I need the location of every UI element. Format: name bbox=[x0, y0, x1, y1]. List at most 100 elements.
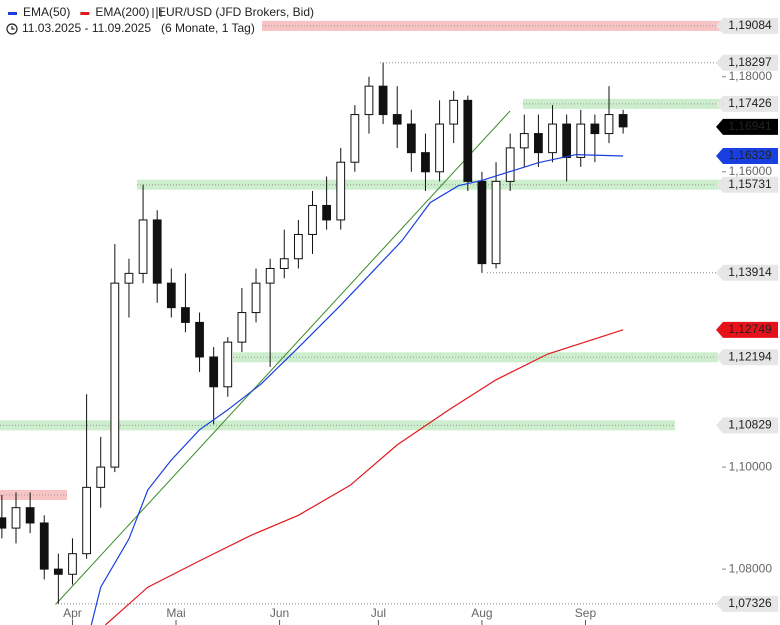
candle-body bbox=[138, 219, 148, 274]
price-tag-label: 1,17426 bbox=[728, 96, 772, 110]
price-tag-label: 1,19084 bbox=[728, 18, 772, 32]
candles bbox=[0, 62, 628, 604]
candle-body bbox=[562, 123, 572, 158]
price-tag-label: 1,12194 bbox=[728, 349, 772, 363]
price-tag-label: 1,18297 bbox=[728, 55, 772, 69]
candle-body bbox=[463, 99, 473, 182]
price-tag-label: 1,12749 bbox=[728, 322, 772, 336]
price-tag-label: 1,10829 bbox=[728, 418, 772, 432]
candle-body bbox=[364, 85, 374, 116]
candle-body bbox=[590, 123, 600, 135]
candle-body bbox=[82, 486, 91, 555]
candle-body bbox=[392, 114, 402, 125]
candle-body bbox=[293, 233, 303, 260]
candle-body bbox=[519, 133, 529, 149]
zone bbox=[137, 179, 722, 190]
candle-body bbox=[39, 522, 49, 570]
y-tick-label: 1,08000 bbox=[729, 561, 773, 575]
candle-body bbox=[548, 123, 557, 154]
candle-body bbox=[0, 517, 7, 529]
candle-body bbox=[406, 123, 416, 154]
candle-body bbox=[209, 356, 219, 388]
ema-lines bbox=[90, 153, 624, 625]
y-tick-label: 1,16000 bbox=[729, 164, 773, 178]
price-tag-label: 1,15731 bbox=[728, 177, 772, 191]
legend-swatch bbox=[8, 12, 17, 15]
candle-body bbox=[322, 204, 332, 221]
price-tag bbox=[716, 264, 778, 281]
x-tick-label: Apr bbox=[63, 606, 82, 620]
price-tag-label: 1,07326 bbox=[728, 596, 772, 610]
candle-body bbox=[421, 152, 430, 173]
candle-body bbox=[604, 114, 614, 135]
candle-body bbox=[96, 466, 106, 488]
price-tag bbox=[716, 595, 778, 612]
legend-swatch bbox=[80, 12, 90, 15]
price-tag bbox=[716, 17, 778, 34]
candle-body bbox=[279, 258, 289, 269]
candle-body bbox=[265, 267, 275, 284]
clock-hands bbox=[11, 26, 15, 30]
candle-body bbox=[477, 180, 487, 265]
price-tags: 1,19084 1,18297 1,17426 1,16941 1,16329 1,157… bbox=[55, 17, 778, 612]
candle-body bbox=[181, 307, 190, 323]
candle-body bbox=[308, 204, 317, 235]
price-tag bbox=[716, 349, 778, 366]
candle-body bbox=[534, 133, 543, 154]
candle-body bbox=[576, 123, 586, 158]
candle-body bbox=[505, 147, 515, 182]
price-tag bbox=[716, 176, 778, 193]
candle-body bbox=[618, 114, 628, 128]
zones bbox=[0, 20, 722, 500]
price-tag bbox=[716, 54, 778, 71]
x-tick-label: Sep bbox=[575, 606, 597, 620]
ema-line bbox=[105, 329, 624, 625]
candle-body bbox=[25, 507, 35, 524]
y-tick-label: 1,18000 bbox=[729, 69, 773, 83]
candle-body bbox=[53, 568, 63, 575]
axes: 1,08000 1,10000 1,16000 1,18000 Apr Mai Jun Jul… bbox=[63, 69, 772, 625]
chart-subtitle: 11.03.2025 - 11.09.2025 (6 Monate, 1 Tag… bbox=[22, 21, 255, 35]
candle-body bbox=[237, 312, 247, 343]
candle-body bbox=[166, 282, 176, 309]
candle-icon bbox=[152, 7, 162, 19]
candle-body bbox=[68, 553, 77, 575]
price-tag-label: 1,16329 bbox=[728, 148, 772, 162]
candle-body bbox=[110, 282, 120, 468]
zone bbox=[0, 420, 675, 431]
x-tick-label: Jun bbox=[270, 606, 289, 620]
price-tag bbox=[716, 95, 778, 112]
trend-line bbox=[55, 110, 511, 605]
ema-line bbox=[90, 153, 624, 625]
candle-body bbox=[336, 161, 346, 221]
candle-body bbox=[195, 321, 204, 358]
chart-title: EUR/USD (JFD Brokers, Bid) bbox=[158, 5, 314, 19]
x-tick-label: Aug bbox=[471, 606, 492, 620]
candle-body bbox=[491, 180, 501, 265]
zone bbox=[262, 20, 722, 31]
candle-body bbox=[124, 272, 134, 284]
candle-body bbox=[350, 114, 360, 163]
price-tag-label: 1,13914 bbox=[728, 265, 772, 279]
candle-body bbox=[378, 85, 388, 116]
legend-label: EMA(200) bbox=[95, 5, 149, 19]
candle-body bbox=[449, 99, 459, 125]
price-tag bbox=[716, 321, 778, 338]
candle-body bbox=[152, 219, 162, 284]
candle-body bbox=[11, 507, 21, 529]
legend-background bbox=[0, 2, 262, 36]
clock-icon bbox=[6, 23, 18, 35]
price-tag-label: 1,16941 bbox=[728, 119, 772, 133]
legend: EUR/USD (JFD Brokers, Bid) 11.03.2025 - … bbox=[0, 2, 314, 36]
price-tag bbox=[716, 118, 778, 135]
price-tag bbox=[716, 148, 778, 165]
x-tick-label: Mai bbox=[166, 606, 185, 620]
x-tick-label: Jul bbox=[371, 606, 386, 620]
candle-body bbox=[251, 282, 261, 314]
candle-body bbox=[435, 123, 444, 173]
candle-body bbox=[223, 341, 233, 388]
y-tick-label: 1,10000 bbox=[729, 459, 773, 473]
price-tag bbox=[716, 417, 778, 434]
zone bbox=[233, 352, 718, 363]
